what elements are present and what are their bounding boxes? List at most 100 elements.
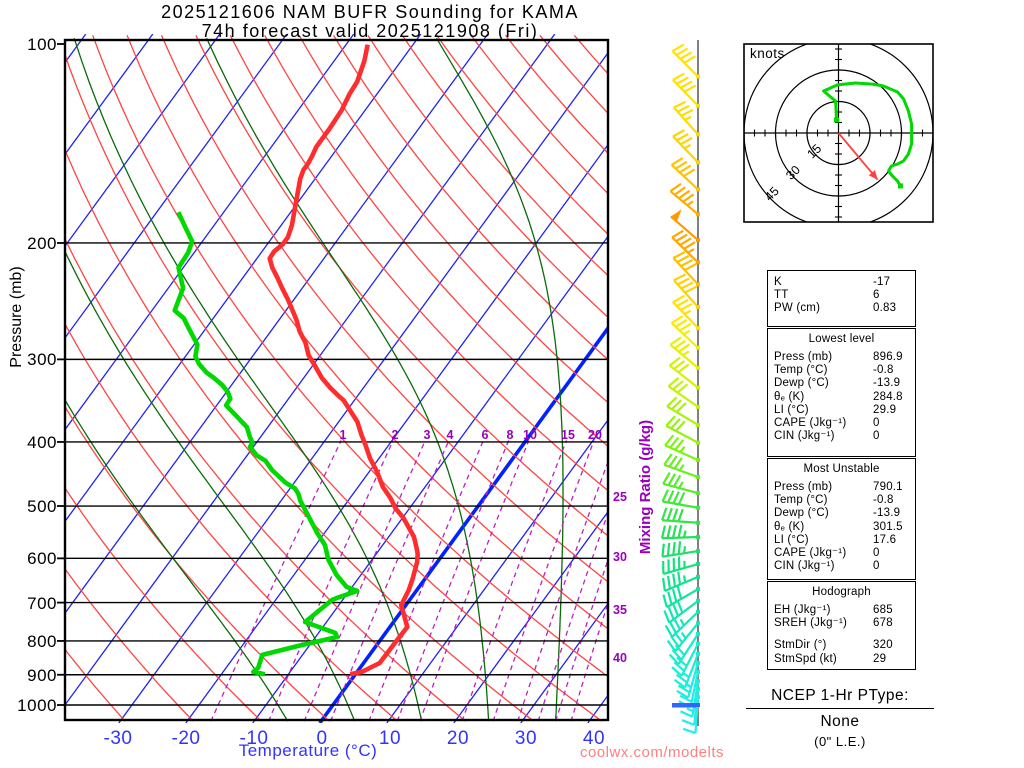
wind-barb-feather <box>683 143 692 150</box>
hodograph-border <box>743 43 934 223</box>
lowest-level-row: LI (°C) 29.9 <box>774 404 915 417</box>
wind-barb-feather <box>672 541 676 556</box>
wind-barb-feather <box>675 673 688 684</box>
wind-barb-feather <box>676 586 683 600</box>
storm-motion-arrow <box>837 132 879 181</box>
wind-barb-station-dot <box>696 621 700 626</box>
most-unstable-row: CIN (Jkg⁻¹) 0 <box>774 560 915 573</box>
wind-barb-station-dot <box>696 598 700 603</box>
wind-barb-feather <box>676 133 689 142</box>
wind-barb-station-dot <box>696 365 700 370</box>
wind-barb-feather <box>678 343 691 353</box>
lowest-level-row: CAPE (Jkg⁻¹) 0 <box>774 417 915 430</box>
stat-label: StmSpd (kt) <box>774 652 837 665</box>
wind-barb-station-dot <box>696 422 700 427</box>
wind-barb-feather <box>677 104 690 113</box>
zero-isotherm-line <box>318 325 608 723</box>
moist-adiabat-line <box>65 249 356 722</box>
mixing-ratio-axis-label: Mixing Ratio (g/kg) <box>637 419 654 555</box>
wind-barb-feather <box>679 51 693 60</box>
temperature-tick-label: -30 <box>103 728 133 749</box>
wind-barb-feather <box>661 577 666 592</box>
wind-barb-feather <box>676 254 690 264</box>
wind-barb-feather <box>680 137 693 146</box>
wind-barb-station-dot <box>696 703 700 707</box>
lowest-level-row: θₑ (K) 284.8 <box>774 391 915 404</box>
stat-label: CIN (Jkg⁻¹) <box>774 430 835 443</box>
stat-value: 0 <box>873 417 880 430</box>
hodograph-stats-header: Hodograph <box>812 586 871 598</box>
wind-barb-feather <box>664 624 674 638</box>
lowest-level-header: Lowest level <box>808 333 875 345</box>
wind-barb-feather <box>675 402 687 413</box>
mixing-ratio-right-label: 35 <box>613 603 627 617</box>
dry-adiabat-line <box>126 35 608 630</box>
dry-adiabat-line <box>65 322 398 722</box>
hodograph-ring-label: 15 <box>805 142 825 162</box>
wind-barb-feather <box>673 661 685 672</box>
surface-wind-bar <box>672 703 696 708</box>
wind-barb-feather <box>672 491 680 504</box>
wind-barb-feather <box>683 329 691 336</box>
wind-barb-station-dot <box>696 260 700 265</box>
dry-adiabat-line <box>65 567 194 722</box>
isotherm-line <box>65 34 288 339</box>
most-unstable-row: LI (°C) 17.6 <box>774 534 915 547</box>
wind-barb-feather <box>665 415 676 427</box>
wind-barb-feather <box>684 263 697 272</box>
wind-barb-feather <box>679 237 692 246</box>
wind-barb-feather <box>669 436 680 449</box>
wind-barb-feather <box>672 72 685 81</box>
wind-barb-feather <box>661 543 665 557</box>
wind-barb-station-dot <box>696 282 700 287</box>
storm-motion-arrowhead <box>868 170 878 180</box>
wind-barb-feather <box>676 690 689 699</box>
wind-barb-feather <box>672 380 684 391</box>
plot-border <box>63 38 610 722</box>
wind-barb-shaft <box>672 301 699 329</box>
stat-label: StmDir (°) <box>774 639 827 652</box>
pressure-tick-label: 100 <box>27 35 57 54</box>
wind-barb-feather <box>678 189 691 200</box>
ptype-value: None <box>820 713 860 730</box>
most-unstable-row: Press (mb) 790.1 <box>774 481 915 494</box>
wind-barb-feather <box>675 319 688 328</box>
wind-barb-feather <box>680 281 694 290</box>
mixing-ratio-line <box>419 440 530 722</box>
stat-label: PW (cm) <box>774 302 821 315</box>
wind-barb-pennant <box>670 209 682 222</box>
dry-adiabat-line <box>436 34 608 236</box>
wind-barb-feather <box>661 489 670 502</box>
stat-value: -0.8 <box>873 494 894 507</box>
wind-barb-feather <box>667 575 672 589</box>
wind-barb-station-dot <box>696 505 700 510</box>
wind-barb-feather <box>672 508 679 522</box>
wind-barb-feather <box>670 418 681 430</box>
wind-barb-feather <box>687 248 695 254</box>
wind-barb-station-dot <box>696 404 700 409</box>
pressure-tick-label: 300 <box>27 350 57 369</box>
wind-barb-feather <box>677 571 682 585</box>
indices-summary-box: K -17 TT 6 PW (cm) 0.83 <box>767 270 916 327</box>
dry-adiabat-line <box>298 34 608 404</box>
wind-barb-feather <box>673 360 686 370</box>
wind-barb-feather <box>670 635 680 648</box>
wind-barb-feather <box>675 160 688 170</box>
wind-barb-feather <box>666 639 677 652</box>
mixing-ratio-value-label: 20 <box>588 428 602 442</box>
mixing-ratio-line <box>570 601 608 722</box>
dry-adiabat-line <box>470 34 608 195</box>
wind-barb-feather <box>669 182 682 193</box>
wind-barb-feather <box>671 649 683 661</box>
wind-barb-feather <box>674 644 686 656</box>
dry-adiabat-line <box>195 35 608 537</box>
stat-label: SREH (Jkg⁻¹) <box>774 617 848 630</box>
wind-barb-station-dot <box>696 520 700 525</box>
isotherm-line <box>65 34 221 248</box>
dry-adiabat-line <box>229 35 608 492</box>
mixing-ratio-value-label: 1 <box>339 428 347 442</box>
wind-barb-station-dot <box>696 326 700 331</box>
wind-barb-feather <box>673 100 686 109</box>
dry-adiabat-line <box>401 34 608 277</box>
